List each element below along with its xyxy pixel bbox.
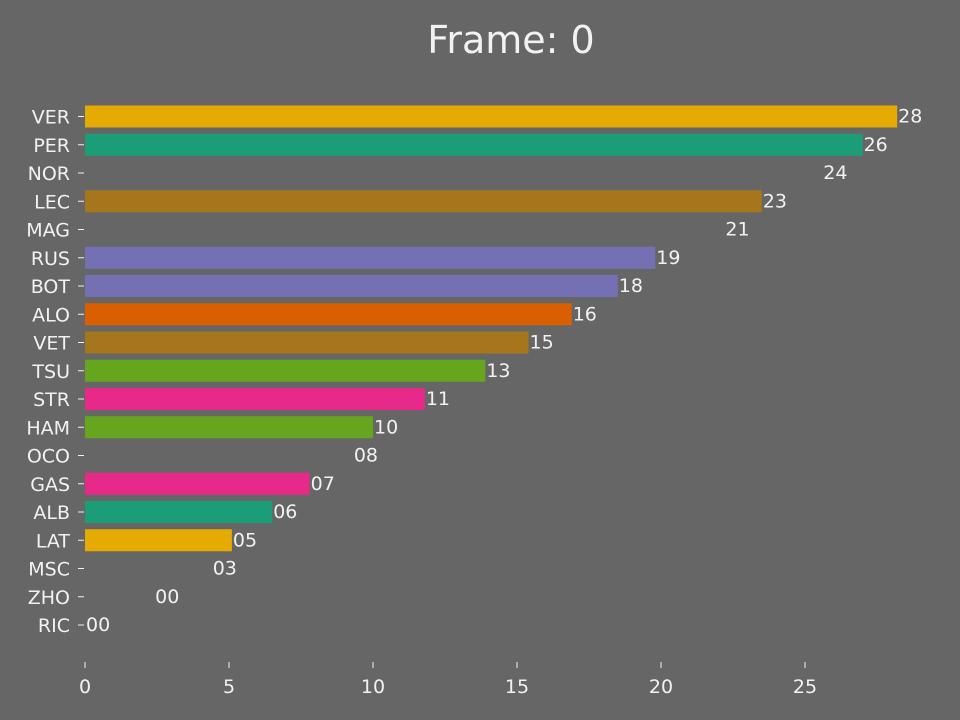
value-label-nor: 24 (823, 162, 847, 184)
bar-bot (85, 275, 618, 297)
ytick-label-nor: NOR (28, 163, 70, 185)
value-label-vet: 15 (530, 332, 554, 354)
ytick-label-gas: GAS (30, 474, 70, 496)
xtick-label-0: 0 (79, 676, 91, 698)
bar-rus (85, 246, 656, 269)
value-label-str: 11 (426, 388, 450, 410)
bar-mag (85, 218, 725, 241)
bar-alo (85, 303, 572, 326)
value-label-ric: 00 (86, 614, 110, 636)
value-label-rus: 19 (656, 247, 680, 269)
x-axis: 0 5 10 15 20 25 (79, 662, 817, 698)
bar-vet (85, 331, 529, 354)
bar-ham (85, 416, 373, 439)
bar-lat (85, 529, 232, 552)
xtick-label-10: 10 (361, 676, 385, 698)
bar-zho (85, 585, 155, 608)
bar-nor (85, 162, 823, 184)
ytick-label-per: PER (33, 135, 70, 157)
ytick-label-ric: RIC (38, 615, 70, 637)
value-label-ver: 28 (898, 106, 922, 128)
ytick-label-lec: LEC (34, 191, 70, 213)
value-label-alo: 16 (573, 303, 597, 325)
bar-per (85, 133, 863, 156)
bar-tsu (85, 359, 486, 382)
value-label-gas: 07 (311, 473, 335, 495)
value-label-msc: 03 (213, 558, 237, 580)
xtick-label-15: 15 (505, 676, 529, 698)
bar-alb (85, 501, 273, 523)
ytick-label-oco: OCO (27, 446, 70, 468)
bar-oco (85, 444, 353, 467)
ytick-label-ham: HAM (26, 417, 70, 439)
ytick-label-msc: MSC (28, 559, 70, 581)
value-label-alb: 06 (273, 501, 297, 523)
ytick-label-mag: MAG (26, 220, 70, 242)
bar-gas (85, 472, 310, 495)
value-label-mag: 21 (725, 219, 749, 241)
ytick-label-rus: RUS (31, 248, 70, 270)
xtick-label-25: 25 (793, 676, 817, 698)
y-axis: VER PER NOR LEC MAG RUS BOT ALO VET TSU STR HAM OCO G… (26, 107, 84, 637)
value-label-bot: 18 (619, 275, 643, 297)
ytick-label-alb: ALB (33, 502, 70, 524)
value-label-lat: 05 (233, 529, 257, 551)
ytick-label-tsu: TSU (31, 361, 70, 383)
ytick-label-lat: LAT (36, 530, 71, 552)
bar-ver (85, 105, 898, 128)
bar-str (85, 388, 425, 410)
ytick-label-str: STR (33, 389, 70, 411)
chart-title: Frame: 0 (427, 18, 594, 62)
bar-msc (85, 557, 212, 580)
bar-lec (85, 190, 762, 213)
xtick-label-20: 20 (649, 676, 673, 698)
bars-group (85, 105, 898, 608)
ytick-label-vet: VET (33, 333, 70, 355)
ytick-label-ver: VER (32, 107, 70, 129)
value-label-tsu: 13 (486, 360, 510, 382)
xtick-label-5: 5 (223, 676, 235, 698)
ytick-label-bot: BOT (31, 276, 71, 298)
value-label-ham: 10 (374, 416, 398, 438)
ytick-label-alo: ALO (32, 304, 70, 326)
value-label-lec: 23 (763, 190, 787, 212)
value-label-oco: 08 (354, 445, 378, 467)
value-labels-group: 28 26 24 23 21 19 18 16 15 13 11 10 08 07 06 05 03 00 00 (86, 106, 922, 637)
ytick-label-zho: ZHO (28, 587, 70, 609)
value-label-zho: 00 (155, 586, 179, 608)
value-label-per: 26 (864, 134, 888, 156)
